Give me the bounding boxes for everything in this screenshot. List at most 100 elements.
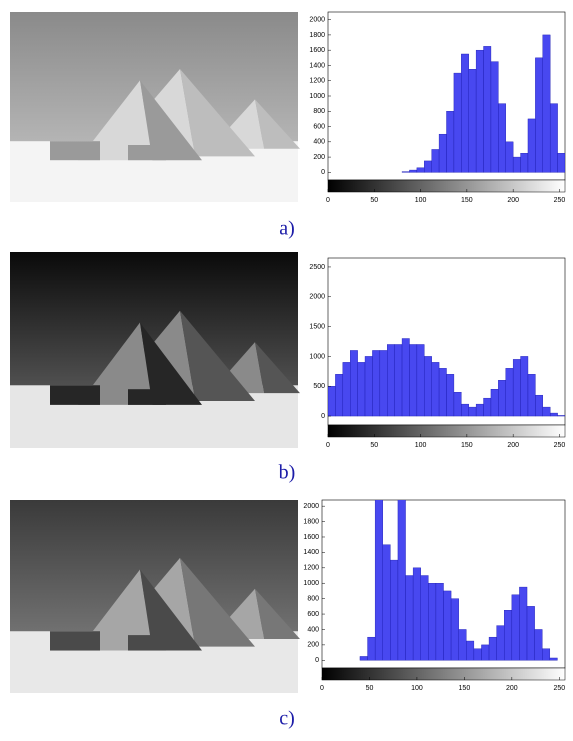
x-tick-label: 100 bbox=[415, 197, 427, 204]
histogram-bar bbox=[446, 111, 455, 173]
y-tick-label: 2000 bbox=[303, 503, 319, 510]
histogram-bar bbox=[443, 590, 452, 661]
y-tick-label: 200 bbox=[307, 642, 319, 649]
histogram-bar bbox=[359, 656, 368, 661]
pyramid-face bbox=[140, 80, 202, 161]
pyramid-face bbox=[255, 588, 300, 639]
small-pyramid bbox=[128, 635, 166, 651]
x-tick-label: 50 bbox=[366, 685, 374, 692]
histogram-bar bbox=[374, 500, 383, 661]
histogram-bar bbox=[394, 344, 403, 417]
y-tick-label: 1000 bbox=[303, 580, 319, 587]
histogram-bar bbox=[520, 356, 529, 417]
histogram-bar bbox=[390, 559, 399, 661]
histogram-bar bbox=[534, 629, 543, 661]
histogram-bar bbox=[379, 350, 388, 417]
histogram-bar bbox=[542, 34, 551, 173]
panel: 0 200 400 600 800 1000 1200 1400 1600 1800 2000 0 50… bbox=[10, 499, 566, 730]
y-tick-label: 1800 bbox=[309, 32, 325, 39]
y-tick-label: 1800 bbox=[303, 518, 319, 525]
x-tick-label: 50 bbox=[370, 197, 378, 204]
small-pyramid bbox=[128, 389, 166, 405]
bars bbox=[401, 34, 565, 173]
histogram-bar bbox=[431, 149, 440, 173]
histogram-bar bbox=[409, 169, 418, 173]
pyramid-face bbox=[255, 342, 300, 394]
x-tick-label: 100 bbox=[415, 442, 427, 449]
histogram-bar bbox=[475, 403, 484, 417]
histogram-bar bbox=[520, 153, 529, 173]
x-tick-label: 200 bbox=[507, 442, 519, 449]
histogram-bar bbox=[461, 53, 469, 173]
y-tick-label: 0 bbox=[321, 169, 325, 176]
histogram-bar bbox=[364, 356, 373, 417]
histogram-bar bbox=[505, 141, 514, 173]
histogram-bar bbox=[527, 374, 536, 417]
histogram-bar bbox=[557, 415, 565, 417]
pyramid-face bbox=[180, 310, 255, 401]
caption: b) bbox=[279, 462, 296, 484]
histogram-bar bbox=[328, 386, 336, 417]
histogram-bar bbox=[466, 640, 475, 661]
y-tick-label: 800 bbox=[313, 108, 325, 115]
histogram-bar bbox=[350, 350, 358, 417]
histogram-bar bbox=[428, 583, 437, 661]
y-tick-label: 1200 bbox=[309, 78, 325, 85]
panel: 0 500 1000 1500 2000 2500 0 50 100 150 200 250 b) bbox=[10, 252, 565, 484]
y-tick-label: 600 bbox=[307, 611, 319, 618]
histogram-bar bbox=[549, 412, 558, 417]
histogram-bar bbox=[483, 46, 492, 173]
y-tick-label: 600 bbox=[313, 123, 325, 130]
histogram-bar bbox=[549, 103, 558, 173]
y-tick-label: 1600 bbox=[309, 47, 325, 54]
histogram-bar bbox=[412, 567, 421, 661]
histogram-bar bbox=[490, 61, 499, 173]
x-tick-label: 250 bbox=[553, 685, 565, 692]
x-tick-label: 200 bbox=[506, 685, 518, 692]
histogram-bar bbox=[387, 344, 395, 417]
histogram-bar bbox=[405, 575, 414, 661]
x-tick-label: 0 bbox=[326, 442, 330, 449]
histogram-bar bbox=[468, 69, 477, 173]
histogram-bar bbox=[342, 362, 351, 417]
histogram-bar bbox=[446, 374, 455, 417]
y-tick-label: 200 bbox=[313, 154, 325, 161]
histogram-bar bbox=[372, 350, 381, 417]
x-tick-label: 100 bbox=[411, 685, 423, 692]
pyramid-face bbox=[140, 322, 202, 405]
small-pyramid bbox=[50, 141, 100, 161]
y-tick-label: 0 bbox=[315, 657, 319, 664]
x-tick-label: 150 bbox=[459, 685, 471, 692]
small-pyramid bbox=[50, 631, 100, 651]
histogram-bar bbox=[335, 374, 344, 417]
pyramid-face bbox=[78, 80, 153, 161]
histogram-bar bbox=[505, 368, 514, 417]
small-pyramid bbox=[128, 145, 166, 161]
y-tick-label: 1400 bbox=[303, 549, 319, 556]
y-tick-label: 1000 bbox=[309, 93, 325, 100]
histogram-bar bbox=[498, 103, 506, 173]
histogram-bar bbox=[431, 362, 440, 417]
histogram-bar bbox=[483, 397, 492, 417]
histogram-bar bbox=[401, 338, 410, 417]
colorbar bbox=[327, 179, 566, 193]
histogram-bar bbox=[504, 610, 513, 661]
colorbar bbox=[327, 424, 566, 438]
histogram-bar bbox=[535, 394, 543, 417]
histogram-bar bbox=[420, 575, 429, 661]
histogram-bar bbox=[461, 403, 469, 417]
y-tick-label: 800 bbox=[307, 595, 319, 602]
histogram-bar bbox=[490, 389, 499, 417]
y-tick-label: 1000 bbox=[309, 353, 325, 360]
photo bbox=[10, 252, 300, 448]
histogram-bar bbox=[367, 636, 376, 661]
histogram-bar bbox=[453, 72, 462, 173]
histogram-bar bbox=[409, 344, 418, 417]
y-tick-label: 1200 bbox=[303, 565, 319, 572]
histogram-bar bbox=[416, 344, 425, 417]
histogram-bar bbox=[488, 636, 497, 661]
histogram-bar bbox=[542, 406, 551, 417]
y-tick-label: 0 bbox=[321, 413, 325, 420]
photo bbox=[10, 12, 300, 202]
colorbar bbox=[321, 667, 566, 681]
